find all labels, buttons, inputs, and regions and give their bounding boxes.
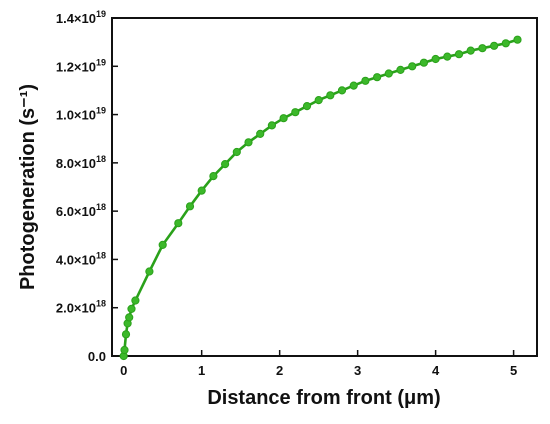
y-tick-exponent: 19: [96, 9, 106, 19]
data-point: [174, 219, 183, 228]
data-point: [221, 160, 230, 169]
data-point: [490, 41, 499, 50]
y-tick-exponent: 18: [96, 202, 106, 212]
data-point: [478, 44, 487, 53]
x-tick-label: 0: [120, 363, 127, 378]
data-point: [197, 186, 206, 195]
x-axis-ticks: 0 1 2 3 4 5: [120, 350, 517, 378]
x-tick-label: 1: [198, 363, 205, 378]
data-point: [349, 81, 358, 90]
data-point: [121, 330, 131, 339]
data-point: [443, 52, 452, 61]
data-point: [454, 50, 464, 59]
data-point: [209, 172, 218, 181]
data-point: [337, 86, 347, 95]
data-point: [232, 147, 241, 157]
data-point: [127, 304, 136, 313]
y-tick-exponent: 18: [96, 299, 106, 309]
y-tick-label: 6.0×1018: [56, 202, 106, 219]
x-tick-label: 2: [276, 363, 283, 378]
data-point: [120, 345, 129, 355]
y-tick-label: 2.0×1018: [56, 299, 106, 316]
series-markers: [119, 35, 522, 361]
data-point: [131, 296, 140, 305]
y-tick-label: 1.4×1019: [56, 9, 106, 26]
y-axis-ticks: 0.0 2.0×1018 4.0×1018 6.0×1018 8.0×1018 1.0×1…: [56, 9, 118, 364]
data-point: [326, 91, 335, 100]
y-axis-title: Photogeneration (s⁻¹): [17, 84, 39, 290]
plot-frame: [111, 17, 538, 357]
x-tick-label: 4: [432, 363, 440, 378]
data-point: [314, 96, 323, 105]
data-point: [396, 65, 405, 75]
x-tick-label: 5: [510, 363, 517, 378]
data-point: [361, 76, 370, 85]
x-axis-title: Distance from front (μm): [207, 387, 440, 409]
data-point: [256, 129, 265, 138]
data-point: [513, 35, 522, 44]
data-point: [431, 54, 440, 64]
data-point: [125, 313, 134, 322]
data-point: [408, 62, 417, 71]
data-point: [267, 121, 276, 130]
data-point: [466, 46, 475, 55]
series-line: [122, 38, 518, 357]
data-point: [185, 202, 195, 211]
y-tick-label: 1.0×1019: [56, 106, 106, 123]
data-point: [501, 39, 510, 48]
y-tick-exponent: 19: [96, 106, 106, 116]
data-point: [291, 108, 300, 117]
data-point: [145, 267, 154, 276]
y-tick-exponent: 19: [96, 57, 106, 67]
data-point: [302, 102, 312, 111]
data-point: [373, 73, 382, 82]
y-tick-label: 0.0: [88, 349, 106, 364]
y-tick-label: 1.2×1019: [56, 57, 106, 74]
y-tick-label: 8.0×1018: [56, 154, 106, 171]
data-point: [279, 114, 288, 123]
y-tick-label: 4.0×1018: [56, 250, 106, 267]
y-tick-exponent: 18: [96, 154, 106, 164]
y-tick-exponent: 18: [96, 250, 106, 260]
x-tick-label: 3: [354, 363, 361, 378]
data-point: [419, 58, 428, 67]
data-point: [244, 138, 253, 147]
data-point: [158, 240, 167, 249]
data-point: [384, 69, 393, 78]
